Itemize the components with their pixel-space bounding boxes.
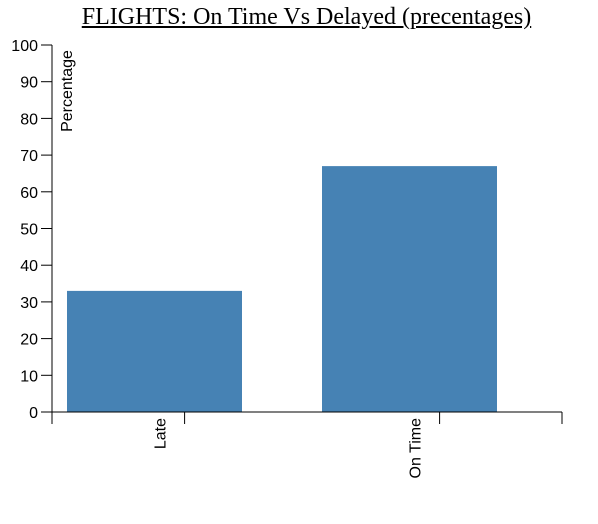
y-tick-label: 100 <box>11 38 38 55</box>
y-tick-label: 30 <box>20 295 38 312</box>
y-tick-label: 50 <box>20 222 38 239</box>
bars-group <box>67 166 497 412</box>
x-axis: Late On Time <box>51 411 563 479</box>
y-tick-label: 0 <box>29 405 38 422</box>
y-tick-label: 60 <box>20 185 38 202</box>
chart-title: FLIGHTS: On Time Vs Delayed (precentages… <box>81 4 532 30</box>
y-tick-label: 70 <box>20 148 38 165</box>
y-tick-label: 90 <box>20 75 38 92</box>
x-tick-label: Late <box>153 418 170 449</box>
y-axis-label: Percentage <box>59 50 76 132</box>
y-tick-label: 20 <box>20 332 38 349</box>
y-tick-label: 10 <box>20 368 38 385</box>
y-tick-label: 80 <box>20 111 38 128</box>
bar-late <box>67 290 242 412</box>
y-tick-label: 40 <box>20 258 38 275</box>
bar-on-time <box>322 166 497 412</box>
y-axis: 0 10 20 30 40 50 60 70 80 90 100 <box>11 38 53 422</box>
x-tick-label: On Time <box>408 418 425 479</box>
